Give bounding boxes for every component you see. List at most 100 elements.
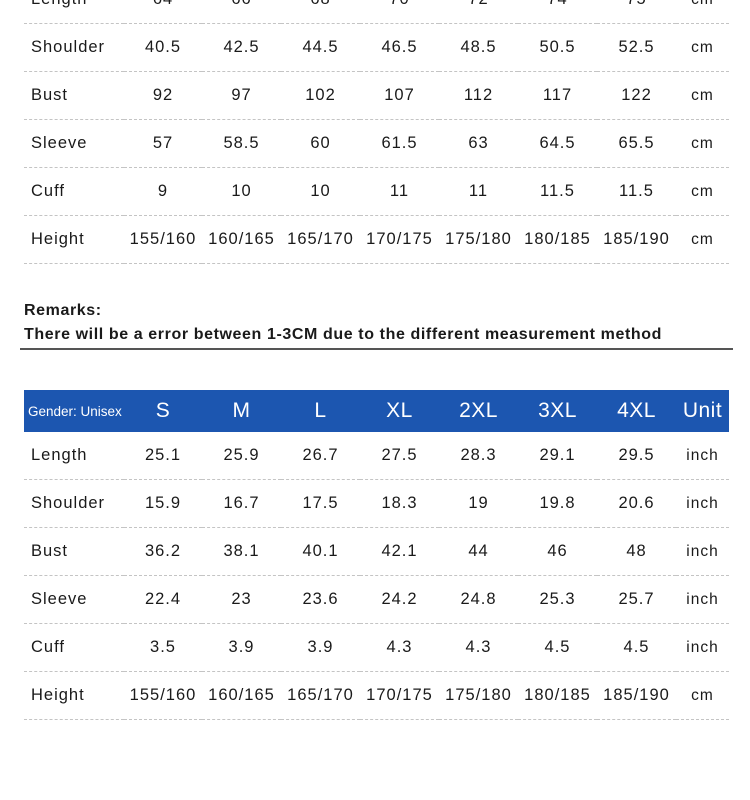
row-label: Length	[24, 0, 124, 24]
table-row-cuff: Cuff 3.5 3.9 3.9 4.3 4.3 4.5 4.5 inch	[24, 623, 729, 672]
row-label: Cuff	[24, 167, 124, 216]
row-label: Length	[24, 432, 124, 480]
table-row-length: Length 25.1 25.9 26.7 27.5 28.3 29.1 29.5 inch	[24, 432, 729, 480]
measurement-cell: 24.2	[360, 575, 439, 624]
header-row: Gender: Unisex S M L XL 2XL 3XL 4XL Unit	[24, 390, 729, 432]
measurement-cell: 40.1	[281, 527, 360, 576]
measurement-cell: 10	[281, 167, 360, 216]
measurement-cell: 92	[124, 71, 202, 120]
measurement-cell: 180/185	[518, 671, 597, 720]
size-header-xl: XL	[360, 390, 439, 432]
measurement-cell: 4.5	[597, 623, 676, 672]
unit-cell: inch	[676, 527, 729, 576]
unit-cell: cm	[676, 23, 729, 72]
measurement-cell: 107	[360, 71, 439, 120]
measurement-cell: 64.5	[518, 119, 597, 168]
table-row-height: Height 155/160 160/165 165/170 170/175 175/18…	[24, 215, 729, 264]
measurement-cell: 64	[124, 0, 202, 24]
measurement-cell: 9	[124, 167, 202, 216]
unit-cell: cm	[676, 119, 729, 168]
measurement-cell: 185/190	[597, 215, 676, 264]
measurement-cell: 66	[202, 0, 281, 24]
measurement-cell: 48	[597, 527, 676, 576]
measurement-cell: 18.3	[360, 479, 439, 528]
measurement-cell: 44	[439, 527, 518, 576]
measurement-cell: 165/170	[281, 215, 360, 264]
measurement-cell: 15.9	[124, 479, 202, 528]
size-header-3xl: 3XL	[518, 390, 597, 432]
measurement-cell: 175/180	[439, 671, 518, 720]
measurement-cell: 117	[518, 71, 597, 120]
measurement-cell: 58.5	[202, 119, 281, 168]
measurement-cell: 180/185	[518, 215, 597, 264]
measurement-cell: 16.7	[202, 479, 281, 528]
measurement-cell: 11	[360, 167, 439, 216]
row-label: Bust	[24, 71, 124, 120]
size-header-s: S	[124, 390, 202, 432]
measurement-cell: 11	[439, 167, 518, 216]
table-row-shoulder: Shoulder 40.5 42.5 44.5 46.5 48.5 50.5 52.5 cm	[24, 23, 729, 72]
unit-cell: cm	[676, 71, 729, 120]
row-label: Sleeve	[24, 119, 124, 168]
unit-cell: cm	[676, 671, 729, 720]
measurement-cell: 68	[281, 0, 360, 24]
size-header-4xl: 4XL	[597, 390, 676, 432]
measurement-cell: 23.6	[281, 575, 360, 624]
measurement-cell: 46	[518, 527, 597, 576]
unit-cell: cm	[676, 167, 729, 216]
remarks-text: There will be a error between 1-3CM due …	[24, 326, 663, 343]
measurement-cell: 22.4	[124, 575, 202, 624]
measurement-cell: 165/170	[281, 671, 360, 720]
measurement-cell: 70	[360, 0, 439, 24]
row-label: Sleeve	[24, 575, 124, 624]
size-header-m: M	[202, 390, 281, 432]
unit-cell: inch	[676, 432, 729, 480]
measurement-cell: 23	[202, 575, 281, 624]
measurement-cell: 42.1	[360, 527, 439, 576]
unit-header: Unit	[676, 390, 729, 432]
measurement-cell: 160/165	[202, 671, 281, 720]
measurement-cell: 11.5	[518, 167, 597, 216]
measurement-cell: 27.5	[360, 432, 439, 480]
measurement-cell: 10	[202, 167, 281, 216]
unit-cell: inch	[676, 623, 729, 672]
unit-cell: cm	[676, 215, 729, 264]
measurement-cell: 28.3	[439, 432, 518, 480]
row-label: Shoulder	[24, 23, 124, 72]
measurement-cell: 185/190	[597, 671, 676, 720]
measurement-cell: 25.1	[124, 432, 202, 480]
measurement-cell: 24.8	[439, 575, 518, 624]
measurement-cell: 46.5	[360, 23, 439, 72]
unit-cell: inch	[676, 575, 729, 624]
table-row-sleeve: Sleeve 57 58.5 60 61.5 63 64.5 65.5 cm	[24, 119, 729, 168]
unit-cell: cm	[676, 0, 729, 24]
measurement-cell: 170/175	[360, 671, 439, 720]
measurement-cell: 74	[518, 0, 597, 24]
measurement-cell: 75	[597, 0, 676, 24]
measurement-cell: 4.5	[518, 623, 597, 672]
measurement-cell: 175/180	[439, 215, 518, 264]
measurement-cell: 29.5	[597, 432, 676, 480]
row-label: Cuff	[24, 623, 124, 672]
measurement-cell: 3.9	[202, 623, 281, 672]
measurement-cell: 25.7	[597, 575, 676, 624]
measurement-cell: 170/175	[360, 215, 439, 264]
measurement-cell: 4.3	[439, 623, 518, 672]
measurement-cell: 61.5	[360, 119, 439, 168]
size-table-inch-header: Gender: Unisex S M L XL 2XL 3XL 4XL Unit	[24, 390, 729, 432]
row-label: Bust	[24, 527, 124, 576]
size-table-inch: Gender: Unisex S M L XL 2XL 3XL 4XL Unit…	[24, 390, 729, 720]
size-header-l: L	[281, 390, 360, 432]
measurement-cell: 97	[202, 71, 281, 120]
table-row-bust: Bust 36.2 38.1 40.1 42.1 44 46 48 inch	[24, 527, 729, 576]
row-label: Shoulder	[24, 479, 124, 528]
measurement-cell: 29.1	[518, 432, 597, 480]
table-row-length: Length64666870727475cm	[24, 0, 729, 24]
measurement-cell: 72	[439, 0, 518, 24]
table-row-height: Height 155/160 160/165 165/170 170/175 175/18…	[24, 671, 729, 720]
measurement-cell: 112	[439, 71, 518, 120]
gender-label: Gender: Unisex	[24, 390, 124, 432]
measurement-cell: 52.5	[597, 23, 676, 72]
measurement-cell: 36.2	[124, 527, 202, 576]
